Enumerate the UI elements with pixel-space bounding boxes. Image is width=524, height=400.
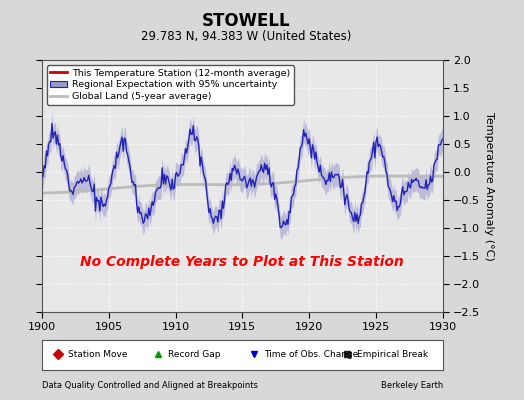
Text: STOWELL: STOWELL	[202, 12, 291, 30]
Text: Empirical Break: Empirical Break	[357, 350, 428, 359]
Text: Record Gap: Record Gap	[168, 350, 221, 359]
Text: No Complete Years to Plot at This Station: No Complete Years to Plot at This Statio…	[81, 254, 404, 269]
Text: Time of Obs. Change: Time of Obs. Change	[265, 350, 359, 359]
Text: Berkeley Earth: Berkeley Earth	[380, 381, 443, 390]
Y-axis label: Temperature Anomaly (°C): Temperature Anomaly (°C)	[484, 112, 494, 260]
Text: 29.783 N, 94.383 W (United States): 29.783 N, 94.383 W (United States)	[141, 30, 352, 43]
Legend: This Temperature Station (12-month average), Regional Expectation with 95% uncer: This Temperature Station (12-month avera…	[47, 65, 294, 105]
Text: Station Move: Station Move	[68, 350, 127, 359]
Text: Data Quality Controlled and Aligned at Breakpoints: Data Quality Controlled and Aligned at B…	[42, 381, 258, 390]
